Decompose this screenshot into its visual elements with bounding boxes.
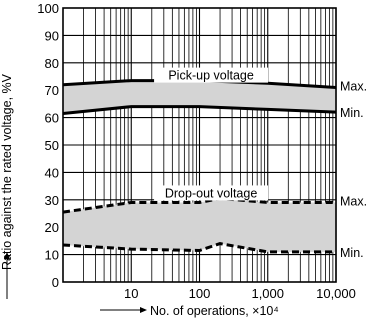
band-max-label: Max. xyxy=(340,79,367,93)
band-title: Drop-out voltage xyxy=(165,186,257,200)
y-tick-label: 0 xyxy=(52,275,59,290)
y-tick-label: 50 xyxy=(45,138,59,153)
y-tick-label: 80 xyxy=(45,56,59,71)
x-tick-label: 10,000 xyxy=(316,286,356,301)
y-tick-label: 20 xyxy=(45,220,59,235)
y-tick-label: 40 xyxy=(45,165,59,180)
bands xyxy=(62,79,337,254)
y-axis-label: Ratio against the rated voltage, %V xyxy=(0,73,14,270)
x-tick-label: 1,000 xyxy=(251,286,284,301)
annotations: Pick-up voltage Max. Min. Drop-out voltage M… xyxy=(154,67,367,260)
y-tick-label: 90 xyxy=(45,28,59,43)
x-axis-label: No. of operations, ×10⁴ xyxy=(150,304,279,318)
y-tick-label: 70 xyxy=(45,83,59,98)
y-axis-arrow-head xyxy=(4,252,10,259)
x-tick-label: 10 xyxy=(124,286,138,301)
band-max-label: Max. xyxy=(340,195,367,209)
band-title-bg xyxy=(154,67,269,83)
x-axis-arrow-head xyxy=(140,307,147,313)
y-tick-label: 60 xyxy=(45,111,59,126)
band-title: Pick-up voltage xyxy=(168,69,254,83)
band-min-label: Min. xyxy=(340,246,364,260)
band-min-label: Min. xyxy=(340,106,364,120)
y-tick-labels: 0 10 20 30 40 50 60 70 80 90 100 xyxy=(37,1,59,290)
plot-frame xyxy=(62,7,337,283)
band-title-bg xyxy=(154,185,269,201)
band-upper-line xyxy=(62,196,336,214)
band-lower-line xyxy=(62,242,336,254)
y-tick-label: 100 xyxy=(37,1,59,16)
y-tick-label: 30 xyxy=(45,193,59,208)
y-tick-label: 10 xyxy=(45,248,59,263)
x-tick-labels: 10 100 1,000 10,000 xyxy=(124,286,356,301)
band-lower-line xyxy=(62,105,337,115)
x-tick-label: 100 xyxy=(189,286,211,301)
band-fill xyxy=(63,198,336,252)
y-axis-title: Ratio against the rated voltage, %V xyxy=(0,73,14,270)
